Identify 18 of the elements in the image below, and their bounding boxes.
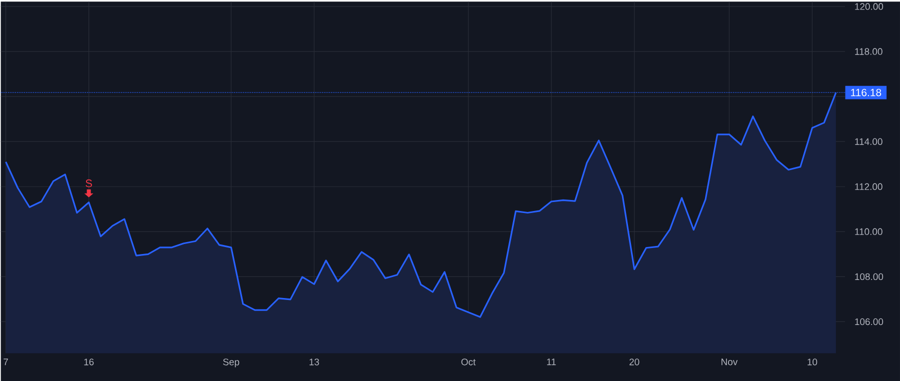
x-tick-label: 11	[547, 358, 556, 366]
x-tick-label: Oct	[461, 358, 476, 366]
x-tick-label: Nov	[722, 358, 738, 366]
y-tick-label: 106.00	[855, 318, 884, 325]
x-tick-label: 13	[310, 358, 319, 366]
x-tick-label: Sep	[223, 358, 240, 368]
y-tick-label: 120.00	[855, 3, 884, 10]
y-tick-label: 118.00	[855, 48, 882, 55]
y-tick-label: 112.00	[855, 183, 882, 190]
ref-line-label: 116.18	[851, 88, 882, 96]
x-tick-label: 10	[808, 358, 818, 366]
y-tick-label: 114.00	[855, 138, 882, 145]
x-tick-label: 7	[4, 358, 8, 366]
annotation: S	[86, 179, 92, 188]
x-tick-label: 20	[630, 358, 640, 366]
y-tick-label: 110.00	[855, 228, 882, 235]
y-tick-label: 108.00	[855, 273, 884, 280]
x-tick-label: 16	[84, 358, 94, 366]
